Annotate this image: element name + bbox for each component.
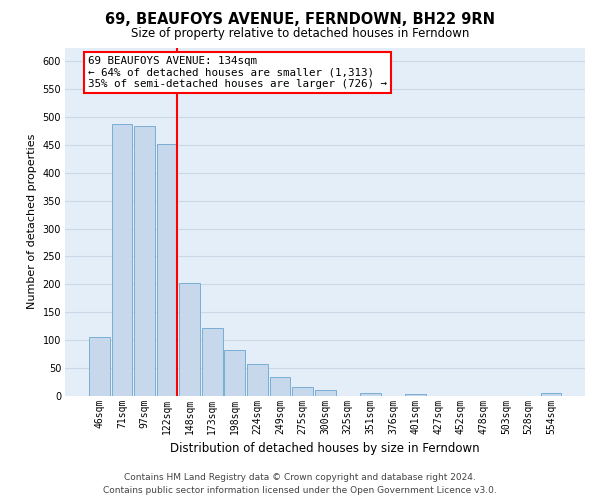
- Bar: [292, 386, 313, 396]
- Bar: [247, 364, 268, 396]
- Bar: [315, 390, 335, 396]
- Bar: [224, 350, 245, 396]
- Text: 69 BEAUFOYS AVENUE: 134sqm
← 64% of detached houses are smaller (1,313)
35% of s: 69 BEAUFOYS AVENUE: 134sqm ← 64% of deta…: [88, 56, 387, 89]
- Text: Contains HM Land Registry data © Crown copyright and database right 2024.
Contai: Contains HM Land Registry data © Crown c…: [103, 473, 497, 495]
- Y-axis label: Number of detached properties: Number of detached properties: [27, 134, 37, 310]
- X-axis label: Distribution of detached houses by size in Ferndown: Distribution of detached houses by size …: [170, 442, 480, 455]
- Bar: [112, 124, 133, 396]
- Bar: [134, 126, 155, 396]
- Text: 69, BEAUFOYS AVENUE, FERNDOWN, BH22 9RN: 69, BEAUFOYS AVENUE, FERNDOWN, BH22 9RN: [105, 12, 495, 28]
- Bar: [360, 393, 381, 396]
- Bar: [89, 337, 110, 396]
- Text: Size of property relative to detached houses in Ferndown: Size of property relative to detached ho…: [131, 28, 469, 40]
- Bar: [541, 393, 562, 396]
- Bar: [269, 376, 290, 396]
- Bar: [202, 328, 223, 396]
- Bar: [405, 394, 426, 396]
- Bar: [179, 283, 200, 396]
- Bar: [157, 144, 178, 396]
